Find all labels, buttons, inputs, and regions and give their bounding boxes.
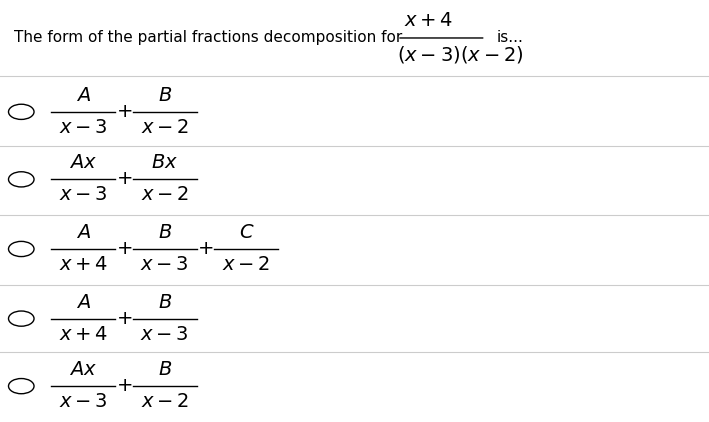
Text: is...: is... xyxy=(496,30,523,46)
Text: $+$: $+$ xyxy=(197,240,214,258)
Text: $x - 2$: $x - 2$ xyxy=(222,256,271,274)
Text: $x - 3$: $x - 3$ xyxy=(140,326,189,344)
Text: $B$: $B$ xyxy=(157,294,172,311)
Text: $x + 4$: $x + 4$ xyxy=(59,256,108,274)
Text: $x - 2$: $x - 2$ xyxy=(140,119,189,137)
Text: $+$: $+$ xyxy=(116,310,133,327)
Text: $+$: $+$ xyxy=(116,377,133,395)
Text: $Ax$: $Ax$ xyxy=(69,154,97,172)
Text: $C$: $C$ xyxy=(239,224,254,242)
Text: $B$: $B$ xyxy=(157,224,172,242)
Text: $x - 3$: $x - 3$ xyxy=(140,256,189,274)
Text: $x+4$: $x+4$ xyxy=(404,12,454,30)
Text: $x - 3$: $x - 3$ xyxy=(59,393,108,411)
Text: $Ax$: $Ax$ xyxy=(69,361,97,379)
Text: $A$: $A$ xyxy=(76,294,91,311)
Text: $x - 3$: $x - 3$ xyxy=(59,119,108,137)
Text: $x - 2$: $x - 2$ xyxy=(140,393,189,411)
Text: $+$: $+$ xyxy=(116,170,133,188)
Text: The form of the partial fractions decomposition for: The form of the partial fractions decomp… xyxy=(14,30,403,46)
Text: $Bx$: $Bx$ xyxy=(151,154,179,172)
Text: $x - 2$: $x - 2$ xyxy=(140,187,189,204)
Text: $(x-3)(x-2)$: $(x-3)(x-2)$ xyxy=(397,44,524,65)
Text: $A$: $A$ xyxy=(76,87,91,105)
Text: $x - 3$: $x - 3$ xyxy=(59,187,108,204)
Text: $A$: $A$ xyxy=(76,224,91,242)
Text: $B$: $B$ xyxy=(157,361,172,379)
Text: $x + 4$: $x + 4$ xyxy=(59,326,108,344)
Text: $+$: $+$ xyxy=(116,103,133,121)
Text: $B$: $B$ xyxy=(157,87,172,105)
Text: $+$: $+$ xyxy=(116,240,133,258)
